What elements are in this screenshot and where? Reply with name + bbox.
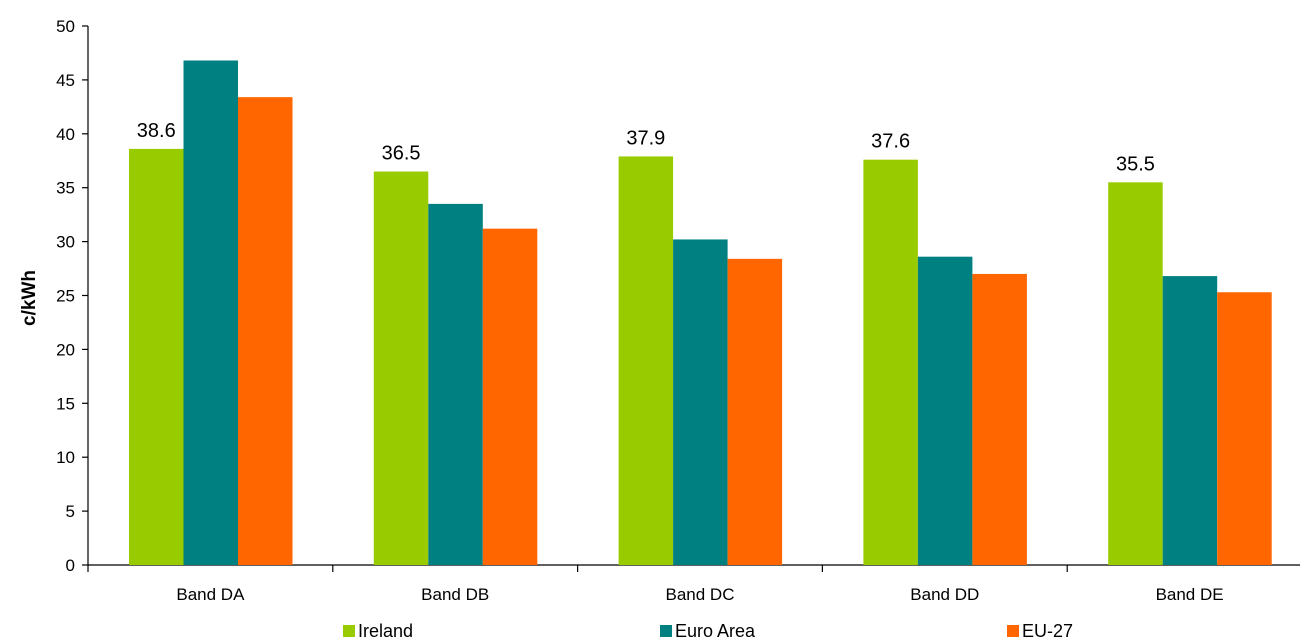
y-tick-label: 50	[56, 17, 75, 36]
x-category-label: Band DA	[176, 585, 245, 604]
bar-eu-27	[1217, 292, 1272, 565]
bar-ireland	[373, 171, 429, 565]
data-label: 36.5	[382, 143, 421, 165]
data-label: 37.6	[871, 131, 910, 153]
x-category-label: Band DE	[1156, 585, 1224, 604]
bar-eu-27	[727, 258, 783, 565]
y-tick-label: 10	[56, 448, 75, 467]
y-tick-label: 20	[56, 340, 75, 359]
y-tick-label: 40	[56, 125, 75, 144]
bar-eu-27	[482, 228, 538, 565]
legend-label: Ireland	[358, 621, 413, 641]
y-tick-label: 45	[56, 71, 75, 90]
bar-ireland	[863, 159, 918, 565]
bar-ireland	[618, 156, 674, 566]
bar-eu-27	[238, 97, 293, 565]
legend-label: Euro Area	[675, 621, 756, 641]
y-tick-label: 0	[66, 556, 75, 575]
bar-eu-27	[972, 273, 1027, 565]
legend-swatch	[1007, 625, 1019, 637]
bar-euro-area	[183, 60, 238, 565]
x-category-label: Band DC	[666, 585, 735, 604]
y-tick-label: 30	[56, 233, 75, 252]
bar-euro-area	[673, 239, 728, 565]
data-label: 35.5	[1116, 153, 1155, 175]
bar-euro-area	[1162, 276, 1218, 565]
legend-swatch	[343, 625, 355, 637]
legend-swatch	[660, 625, 672, 637]
y-tick-label: 5	[66, 502, 75, 521]
bar-ireland	[129, 148, 184, 565]
data-label: 37.9	[626, 127, 665, 149]
y-axis-label: c/kWh	[19, 270, 40, 326]
bar-ireland	[1108, 182, 1163, 565]
legend-label: EU-27	[1022, 621, 1073, 641]
y-tick-label: 15	[56, 394, 75, 413]
bar-euro-area	[917, 256, 973, 565]
data-label: 38.6	[137, 120, 176, 142]
x-category-label: Band DD	[910, 585, 979, 604]
bar-euro-area	[428, 203, 483, 565]
y-tick-label: 35	[56, 179, 75, 198]
x-category-label: Band DB	[421, 585, 489, 604]
y-tick-label: 25	[56, 287, 75, 306]
